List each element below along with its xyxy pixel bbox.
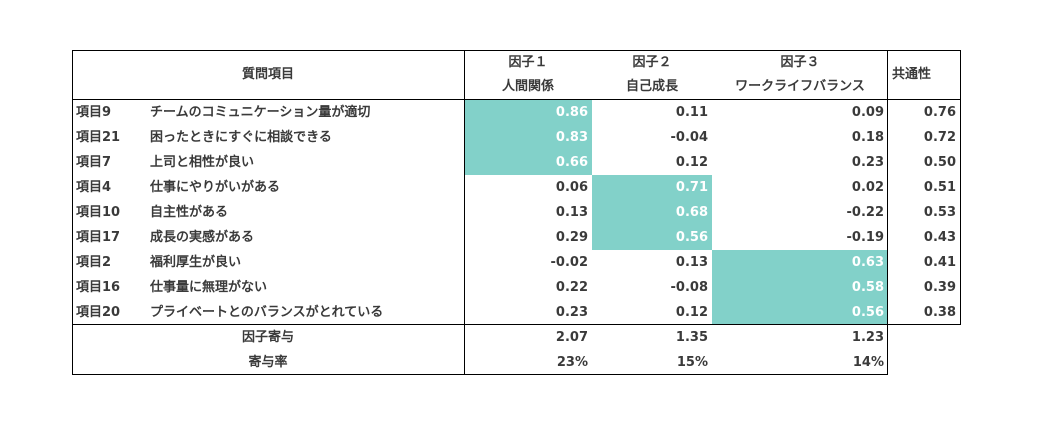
communality-value: 0.38 xyxy=(923,305,956,320)
divider-items xyxy=(464,50,465,375)
loading-f3: 0.23 xyxy=(851,155,884,170)
loading-f2: -0.08 xyxy=(670,280,708,295)
communality-value: 0.53 xyxy=(923,205,956,220)
table-row: 項目17 成長の実感がある 0.29 0.56 -0.19 0.43 xyxy=(72,225,960,250)
loading-f1: 0.83 xyxy=(464,125,592,150)
ratio-row: 寄与率 23% 15% 14% xyxy=(72,350,888,375)
table-row: 項目4 仕事にやりがいがある 0.06 0.71 0.02 0.51 xyxy=(72,175,960,200)
loading-f3: 0.09 xyxy=(851,105,884,120)
loading-f3: 0.63 xyxy=(712,250,888,275)
loading-f2: 0.68 xyxy=(592,200,712,225)
header-factor1-label: 因子１ xyxy=(508,55,548,70)
item-id: 項目17 xyxy=(76,230,121,245)
loading-f2: -0.04 xyxy=(670,130,708,145)
communality-value: 0.72 xyxy=(923,130,956,145)
loading-f2: 0.71 xyxy=(592,175,712,200)
header-factor3-label: 因子３ xyxy=(780,55,820,70)
loading-f3: -0.19 xyxy=(846,230,884,245)
contribution-row: 因子寄与 2.07 1.35 1.23 xyxy=(72,325,888,350)
table-row: 項目7 上司と相性が良い 0.66 0.12 0.23 0.50 xyxy=(72,150,960,175)
loading-f1: 0.66 xyxy=(464,150,592,175)
header-bottom-line xyxy=(72,99,961,100)
border-top xyxy=(72,50,961,51)
ratio-label: 寄与率 xyxy=(248,355,288,370)
item-text: 上司と相性が良い xyxy=(150,155,255,170)
table-row: 項目21 困ったときにすぐに相談できる 0.83 -0.04 0.18 0.72 xyxy=(72,125,960,150)
loading-f3: -0.22 xyxy=(846,205,884,220)
communality-value: 0.50 xyxy=(923,155,956,170)
loading-f3: 0.56 xyxy=(712,300,888,325)
item-id: 項目2 xyxy=(76,255,112,270)
contribution-label: 因子寄与 xyxy=(241,330,294,345)
communality-value: 0.76 xyxy=(923,105,956,120)
body-bottom-line xyxy=(72,324,961,325)
loading-f2: 0.56 xyxy=(592,225,712,250)
item-text: 困ったときにすぐに相談できる xyxy=(150,130,332,145)
header-communality: 共通性 xyxy=(892,67,932,82)
loading-f3: 0.58 xyxy=(712,275,888,300)
contribution-f2: 1.35 xyxy=(675,330,708,345)
table-row: 項目10 自主性がある 0.13 0.68 -0.22 0.53 xyxy=(72,200,960,225)
loading-f2: 0.12 xyxy=(675,305,708,320)
item-text: 自主性がある xyxy=(150,205,229,220)
table-row: 項目9 チームのコミュニケーション量が適切 0.86 0.11 0.09 0.76 xyxy=(72,100,960,125)
table-row: 項目20 プライベートとのバランスがとれている 0.23 0.12 0.56 0.38 xyxy=(72,300,960,325)
item-id: 項目21 xyxy=(76,130,121,145)
contribution-f1: 2.07 xyxy=(555,330,588,345)
item-id: 項目10 xyxy=(76,205,121,220)
loading-f1: 0.86 xyxy=(464,100,592,125)
contribution-f3: 1.23 xyxy=(851,330,884,345)
loading-f2: 0.12 xyxy=(675,155,708,170)
item-id: 項目9 xyxy=(76,105,112,120)
divider-factors xyxy=(887,50,888,375)
item-text: 成長の実感がある xyxy=(150,230,255,245)
loading-f1: 0.23 xyxy=(555,305,588,320)
border-right xyxy=(960,50,961,325)
ratio-f2: 15% xyxy=(676,355,708,370)
loading-f2: 0.11 xyxy=(675,105,708,120)
border-left xyxy=(72,50,73,375)
item-text: 仕事量に無理がない xyxy=(150,280,268,295)
table-row: 項目16 仕事量に無理がない 0.22 -0.08 0.58 0.39 xyxy=(72,275,960,300)
border-bottom xyxy=(72,374,888,375)
item-id: 項目16 xyxy=(76,280,121,295)
header-factor1-name: 人間関係 xyxy=(501,79,554,94)
header-factor2-label: 因子２ xyxy=(632,55,672,70)
communality-value: 0.51 xyxy=(923,180,956,195)
communality-value: 0.41 xyxy=(923,255,956,270)
loading-f1: 0.22 xyxy=(555,280,588,295)
communality-value: 0.39 xyxy=(923,280,956,295)
header-item-title: 質問項目 xyxy=(241,67,294,82)
item-id: 項目20 xyxy=(76,305,121,320)
ratio-f1: 23% xyxy=(556,355,588,370)
loading-f1: 0.29 xyxy=(555,230,588,245)
header-factor2-name: 自己成長 xyxy=(625,79,678,94)
loading-f3: 0.02 xyxy=(851,180,884,195)
item-id: 項目4 xyxy=(76,180,112,195)
loading-f3: 0.18 xyxy=(851,130,884,145)
item-id: 項目7 xyxy=(76,155,112,170)
item-text: チームのコミュニケーション量が適切 xyxy=(150,105,371,120)
item-text: 仕事にやりがいがある xyxy=(150,180,281,195)
table-row: 項目2 福利厚生が良い -0.02 0.13 0.63 0.41 xyxy=(72,250,960,275)
loading-f1: -0.02 xyxy=(550,255,588,270)
loading-f2: 0.13 xyxy=(675,255,708,270)
item-text: 福利厚生が良い xyxy=(150,255,242,270)
loading-f1: 0.13 xyxy=(555,205,588,220)
item-text: プライベートとのバランスがとれている xyxy=(150,305,384,320)
header-factor3-name: ワークライフバランス xyxy=(735,79,865,94)
ratio-f3: 14% xyxy=(852,355,884,370)
loading-f1: 0.06 xyxy=(555,180,588,195)
communality-value: 0.43 xyxy=(923,230,956,245)
